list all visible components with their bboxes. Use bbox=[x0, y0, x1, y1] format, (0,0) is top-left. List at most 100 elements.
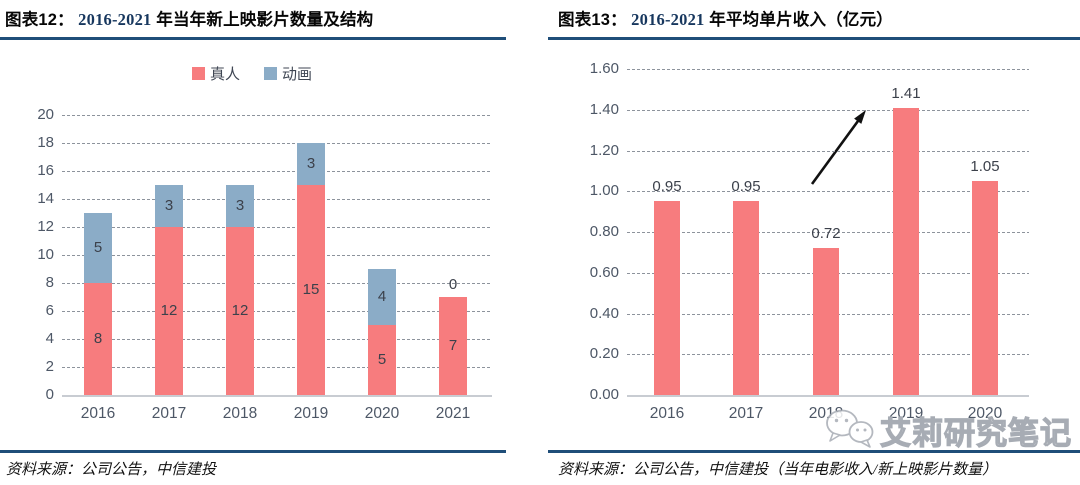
gridline bbox=[627, 232, 1029, 233]
bar-avg-revenue bbox=[972, 181, 998, 395]
data-label-animation: 3 bbox=[306, 155, 316, 172]
title-text: 年当年新上映影片数量及结构 bbox=[151, 11, 374, 29]
x-axis-tick-label: 2020 bbox=[364, 405, 400, 422]
data-label-avg-revenue: 0.72 bbox=[811, 225, 841, 242]
bar-segment-live-action bbox=[439, 297, 467, 395]
bar-segment-live-action bbox=[368, 325, 396, 395]
data-label-live-action: 8 bbox=[93, 330, 103, 347]
x-axis-line bbox=[62, 395, 492, 397]
data-label-live-action: 7 bbox=[448, 337, 458, 354]
chart-panel-avg-revenue: 图表13： 2016-2021 年平均单片收入（亿元） 资料来源：公司公告，中信… bbox=[540, 0, 1080, 485]
gridline bbox=[627, 151, 1029, 152]
bar-segment-animation bbox=[155, 185, 183, 227]
bar-avg-revenue bbox=[733, 201, 759, 395]
gridline bbox=[62, 227, 492, 228]
data-label-live-action: 12 bbox=[231, 302, 249, 319]
y-axis-tick-label: 0 bbox=[45, 386, 54, 403]
y-axis-tick-label: 1.00 bbox=[589, 182, 619, 199]
gridline bbox=[62, 367, 492, 368]
bar-avg-revenue bbox=[813, 248, 839, 395]
bar-segment-live-action bbox=[226, 227, 254, 395]
legend-item-live-action: 真人 bbox=[191, 63, 240, 84]
legend-swatch-live-action bbox=[191, 67, 205, 80]
x-axis-tick-label: 2020 bbox=[967, 405, 1003, 422]
x-axis-line bbox=[627, 395, 1029, 397]
y-axis-tick-label: 0.00 bbox=[589, 386, 619, 403]
x-axis-tick-label: 2017 bbox=[151, 405, 187, 422]
y-axis-tick-label: 16 bbox=[37, 162, 54, 179]
data-label-animation: 5 bbox=[93, 239, 103, 256]
data-label-animation: 3 bbox=[235, 197, 245, 214]
data-label-avg-revenue: 1.41 bbox=[891, 85, 921, 102]
gridline bbox=[627, 191, 1029, 192]
title-year-range: 2016-2021 bbox=[626, 10, 705, 29]
data-label-avg-revenue: 0.95 bbox=[731, 178, 761, 195]
gridline bbox=[627, 110, 1029, 111]
legend: 真人 动画 bbox=[62, 63, 442, 84]
title-divider bbox=[548, 37, 1080, 40]
x-axis-tick-label: 2016 bbox=[80, 405, 116, 422]
legend-item-animation: 动画 bbox=[264, 63, 312, 84]
bar-avg-revenue bbox=[893, 108, 919, 395]
chart-title: 图表12： 2016-2021 年当年新上映影片数量及结构 bbox=[5, 6, 373, 30]
y-axis-tick-label: 0.20 bbox=[589, 345, 619, 362]
growth-arrow-annotation bbox=[810, 110, 866, 185]
x-axis-tick-label: 2021 bbox=[435, 405, 471, 422]
data-label-animation: 0 bbox=[448, 276, 458, 293]
data-label-live-action: 5 bbox=[377, 351, 387, 368]
x-axis-tick-label: 2018 bbox=[222, 405, 258, 422]
bar-segment-animation bbox=[297, 143, 325, 185]
data-label-avg-revenue: 1.05 bbox=[970, 158, 1000, 175]
legend-swatch-animation bbox=[264, 67, 277, 80]
gridline bbox=[627, 69, 1029, 70]
gridline bbox=[62, 115, 492, 116]
y-axis-tick-label: 6 bbox=[45, 302, 54, 319]
gridline bbox=[62, 171, 492, 172]
title-year-range: 2016-2021 bbox=[73, 10, 152, 29]
x-axis-tick-label: 2017 bbox=[728, 405, 764, 422]
data-label-animation: 4 bbox=[377, 288, 387, 305]
bar-avg-revenue bbox=[654, 201, 680, 395]
y-axis-tick-label: 2 bbox=[45, 358, 54, 375]
bar-segment-live-action bbox=[84, 283, 112, 395]
gridline bbox=[62, 255, 492, 256]
footer-divider bbox=[548, 450, 1080, 453]
gridline bbox=[62, 339, 492, 340]
y-axis-tick-label: 20 bbox=[37, 106, 54, 123]
legend-label-live-action: 真人 bbox=[209, 66, 240, 83]
data-label-animation: 3 bbox=[164, 197, 174, 214]
y-axis-tick-label: 1.60 bbox=[589, 60, 619, 77]
bar-segment-animation bbox=[84, 213, 112, 283]
y-axis-tick-label: 4 bbox=[45, 330, 54, 347]
chart-panel-film-count: 图表12： 2016-2021 年当年新上映影片数量及结构 真人 动画 资料来源… bbox=[0, 6, 506, 478]
bar-segment-animation bbox=[226, 185, 254, 227]
data-label-live-action: 15 bbox=[302, 281, 320, 298]
y-axis-tick-label: 12 bbox=[37, 218, 54, 235]
bar-segment-animation bbox=[368, 269, 396, 325]
bar-segment-live-action bbox=[155, 227, 183, 395]
gridline bbox=[62, 311, 492, 312]
gridline bbox=[62, 143, 492, 144]
source-note: 资料来源：公司公告，中信建投（当年电影收入/新上映影片数量） bbox=[558, 462, 998, 478]
y-axis-tick-label: 0.60 bbox=[589, 264, 619, 281]
legend-label-animation: 动画 bbox=[282, 66, 313, 83]
title-text: 年平均单片收入（亿元） bbox=[704, 11, 893, 29]
y-axis-tick-label: 1.20 bbox=[589, 142, 619, 159]
gridline bbox=[62, 199, 492, 200]
y-axis-tick-label: 0.80 bbox=[589, 223, 619, 240]
data-label-avg-revenue: 0.95 bbox=[652, 178, 682, 195]
figure-number-label: 图表13： bbox=[558, 11, 627, 29]
figure-number-label: 图表12： bbox=[5, 11, 74, 29]
source-note: 资料来源：公司公告，中信建投 bbox=[6, 462, 217, 478]
bar-segment-live-action bbox=[297, 185, 325, 395]
y-axis-tick-label: 1.40 bbox=[589, 101, 619, 118]
x-axis-tick-label: 2016 bbox=[649, 405, 685, 422]
x-axis-tick-label: 2018 bbox=[808, 405, 844, 422]
gridline bbox=[62, 283, 492, 284]
y-axis-tick-label: 10 bbox=[37, 246, 54, 263]
data-label-live-action: 12 bbox=[160, 302, 178, 319]
y-axis-tick-label: 8 bbox=[45, 274, 54, 291]
title-divider bbox=[0, 37, 506, 40]
y-axis-tick-label: 0.40 bbox=[589, 305, 619, 322]
